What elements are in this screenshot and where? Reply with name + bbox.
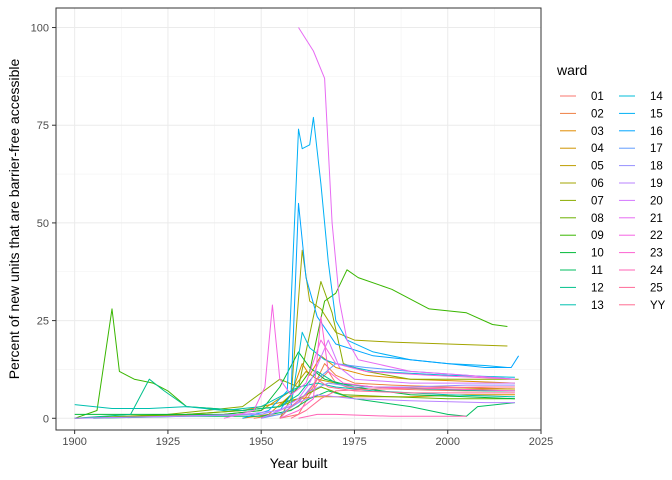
legend-label-23: 23 <box>650 248 663 260</box>
x-tick-label: 2000 <box>435 436 459 448</box>
y-tick-label: 0 <box>43 413 49 425</box>
series-line-21 <box>298 27 515 380</box>
series-line-07 <box>74 281 519 419</box>
legend-label-14: 14 <box>650 91 663 103</box>
legend: ward 01 02 03 04 05 06 07 08 09 10 11 12 13 14 15 16 17 1… <box>556 62 666 312</box>
x-tick-label: 2025 <box>529 436 553 448</box>
legend-label-24: 24 <box>650 265 663 277</box>
legend-label-11: 11 <box>591 265 603 277</box>
legend-title: ward <box>556 62 587 78</box>
series-line-YY <box>290 386 515 419</box>
y-tick-label: 100 <box>31 23 49 35</box>
x-tick-label: 1900 <box>62 436 86 448</box>
series-line-19 <box>74 394 515 419</box>
legend-label-20: 20 <box>650 195 663 207</box>
x-axis-title: Year built <box>270 455 328 471</box>
x-tick-label: 1950 <box>249 436 273 448</box>
x-tick-label: 1925 <box>156 436 180 448</box>
y-tick-label: 50 <box>37 218 49 230</box>
legend-label-21: 21 <box>650 213 663 225</box>
y-axis-title: Percent of new units that are barrier-fr… <box>6 58 22 379</box>
series-line-22 <box>223 304 515 419</box>
series-line-24 <box>298 413 467 419</box>
legend-label-25: 25 <box>650 282 663 294</box>
series-line-06 <box>279 249 508 419</box>
panel-background <box>56 8 541 430</box>
series-line-25 <box>279 378 515 419</box>
legend-label-10: 10 <box>591 248 604 260</box>
legend-label-01: 01 <box>591 91 604 103</box>
legend-label-06: 06 <box>591 178 604 190</box>
legend-label-13: 13 <box>591 300 604 312</box>
legend-label-05: 05 <box>591 161 604 173</box>
legend-label-18: 18 <box>650 161 663 173</box>
series-line-14 <box>279 331 515 419</box>
panel-border <box>55 7 542 431</box>
legend-label-15: 15 <box>650 108 663 120</box>
legend-label-08: 08 <box>591 213 604 225</box>
series-line-08 <box>74 386 515 419</box>
legend-label-12: 12 <box>591 282 604 294</box>
series-line-10 <box>74 351 515 415</box>
legend-label-19: 19 <box>650 178 663 190</box>
legend-label-22: 22 <box>650 230 663 242</box>
x-axis: 1900 1925 1950 1975 2000 2025 <box>62 430 553 448</box>
legend-label-YY: YY <box>650 300 666 312</box>
legend-label-04: 04 <box>591 143 604 155</box>
series-lines <box>74 27 520 419</box>
legend-label-07: 07 <box>591 195 604 207</box>
legend-label-09: 09 <box>591 230 604 242</box>
y-tick-label: 75 <box>37 120 49 132</box>
legend-label-17: 17 <box>650 143 663 155</box>
series-line-20 <box>261 339 515 419</box>
legend-label-03: 03 <box>591 126 604 138</box>
x-tick-label: 1975 <box>342 436 366 448</box>
y-tick-label: 25 <box>37 316 49 328</box>
legend-label-16: 16 <box>650 126 663 138</box>
legend-label-02: 02 <box>591 108 604 120</box>
grid-lines <box>56 8 542 430</box>
y-axis: 0 25 50 75 100 <box>31 23 56 425</box>
